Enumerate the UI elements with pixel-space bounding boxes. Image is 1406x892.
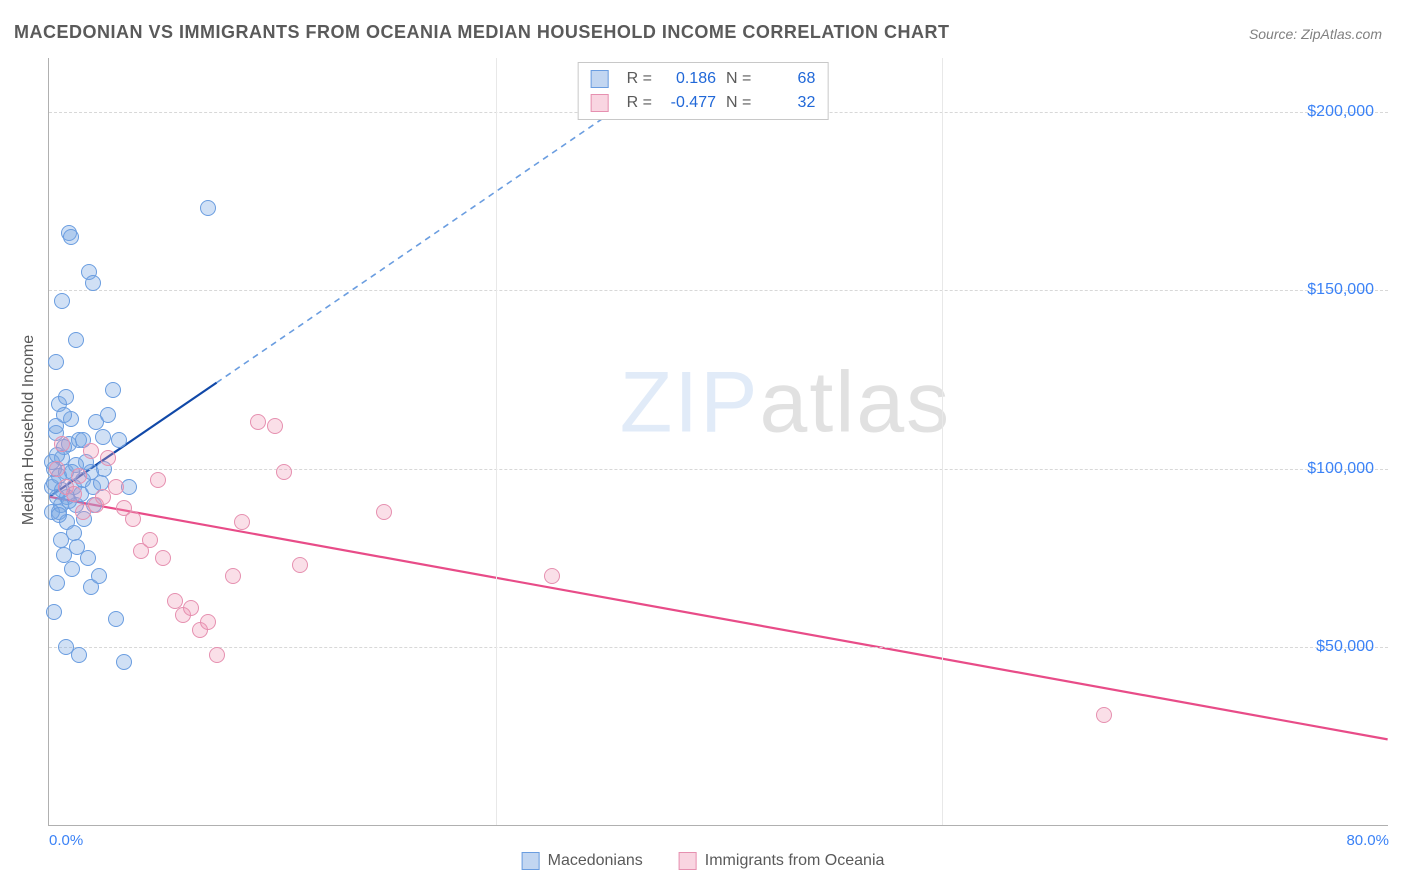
legend-label-2: Immigrants from Oceania bbox=[705, 852, 885, 869]
data-point bbox=[91, 568, 107, 584]
n-value-1: 68 bbox=[761, 67, 815, 91]
ytick-label: $200,000 bbox=[1307, 103, 1374, 121]
data-point bbox=[49, 575, 65, 591]
swatch-blue-icon bbox=[522, 852, 540, 870]
legend: Macedonians Immigrants from Oceania bbox=[522, 852, 885, 870]
data-point bbox=[100, 450, 116, 466]
chart-container: MACEDONIAN VS IMMIGRANTS FROM OCEANIA ME… bbox=[0, 0, 1406, 892]
ytick-label: $50,000 bbox=[1316, 638, 1374, 656]
trend-lines bbox=[49, 58, 1388, 825]
xtick-label: 80.0% bbox=[1346, 832, 1389, 849]
data-point bbox=[100, 407, 116, 423]
data-point bbox=[54, 293, 70, 309]
data-point bbox=[54, 436, 70, 452]
watermark: ZIPatlas bbox=[620, 354, 951, 453]
data-point bbox=[276, 464, 292, 480]
n-label-1: N = bbox=[726, 67, 751, 91]
data-point bbox=[66, 525, 82, 541]
data-point bbox=[292, 557, 308, 573]
gridline-v bbox=[496, 58, 497, 825]
data-point bbox=[71, 647, 87, 663]
data-point bbox=[200, 200, 216, 216]
data-point bbox=[83, 443, 99, 459]
data-point bbox=[155, 550, 171, 566]
data-point bbox=[85, 275, 101, 291]
r-value-1: 0.186 bbox=[662, 67, 716, 91]
data-point bbox=[225, 568, 241, 584]
r-label-2: R = bbox=[627, 91, 652, 115]
data-point bbox=[105, 382, 121, 398]
swatch-pink-icon bbox=[679, 852, 697, 870]
gridline-h bbox=[49, 647, 1388, 648]
data-point bbox=[200, 614, 216, 630]
watermark-atlas: atlas bbox=[760, 355, 952, 451]
data-point bbox=[68, 332, 84, 348]
data-point bbox=[125, 511, 141, 527]
data-point bbox=[1096, 707, 1112, 723]
data-point bbox=[142, 532, 158, 548]
chart-title: MACEDONIAN VS IMMIGRANTS FROM OCEANIA ME… bbox=[14, 22, 949, 43]
y-axis-label: Median Household Income bbox=[20, 335, 38, 525]
data-point bbox=[63, 229, 79, 245]
data-point bbox=[267, 418, 283, 434]
n-label-2: N = bbox=[726, 91, 751, 115]
data-point bbox=[66, 486, 82, 502]
ytick-label: $100,000 bbox=[1307, 460, 1374, 478]
data-point bbox=[209, 647, 225, 663]
legend-label-1: Macedonians bbox=[548, 852, 643, 869]
data-point bbox=[64, 561, 80, 577]
gridline-v bbox=[942, 58, 943, 825]
source-label: Source: ZipAtlas.com bbox=[1249, 26, 1382, 42]
ytick-label: $150,000 bbox=[1307, 281, 1374, 299]
watermark-zip: ZIP bbox=[620, 355, 760, 451]
gridline-h bbox=[49, 469, 1388, 470]
data-point bbox=[234, 514, 250, 530]
data-point bbox=[71, 468, 87, 484]
data-point bbox=[111, 432, 127, 448]
data-point bbox=[116, 654, 132, 670]
data-point bbox=[56, 407, 72, 423]
data-point bbox=[51, 507, 67, 523]
xtick-label: 0.0% bbox=[49, 832, 83, 849]
data-point bbox=[376, 504, 392, 520]
data-point bbox=[58, 389, 74, 405]
gridline-h bbox=[49, 290, 1388, 291]
stats-box: R = 0.186 N = 68 R = -0.477 N = 32 bbox=[578, 62, 829, 120]
data-point bbox=[108, 479, 124, 495]
data-point bbox=[80, 550, 96, 566]
r-value-2: -0.477 bbox=[662, 91, 716, 115]
stats-row-2: R = -0.477 N = 32 bbox=[591, 91, 816, 115]
r-label-1: R = bbox=[627, 67, 652, 91]
data-point bbox=[150, 472, 166, 488]
n-value-2: 32 bbox=[761, 91, 815, 115]
swatch-pink-icon bbox=[591, 94, 609, 112]
data-point bbox=[183, 600, 199, 616]
data-point bbox=[95, 429, 111, 445]
legend-item-1: Macedonians bbox=[522, 852, 643, 870]
data-point bbox=[49, 461, 65, 477]
stats-row-1: R = 0.186 N = 68 bbox=[591, 67, 816, 91]
data-point bbox=[544, 568, 560, 584]
data-point bbox=[46, 604, 62, 620]
data-point bbox=[250, 414, 266, 430]
data-point bbox=[48, 354, 64, 370]
plot-area: ZIPatlas $50,000 $100,000 $150,000 $200,000… bbox=[48, 58, 1388, 826]
legend-item-2: Immigrants from Oceania bbox=[679, 852, 885, 870]
data-point bbox=[95, 489, 111, 505]
data-point bbox=[108, 611, 124, 627]
swatch-blue-icon bbox=[591, 70, 609, 88]
